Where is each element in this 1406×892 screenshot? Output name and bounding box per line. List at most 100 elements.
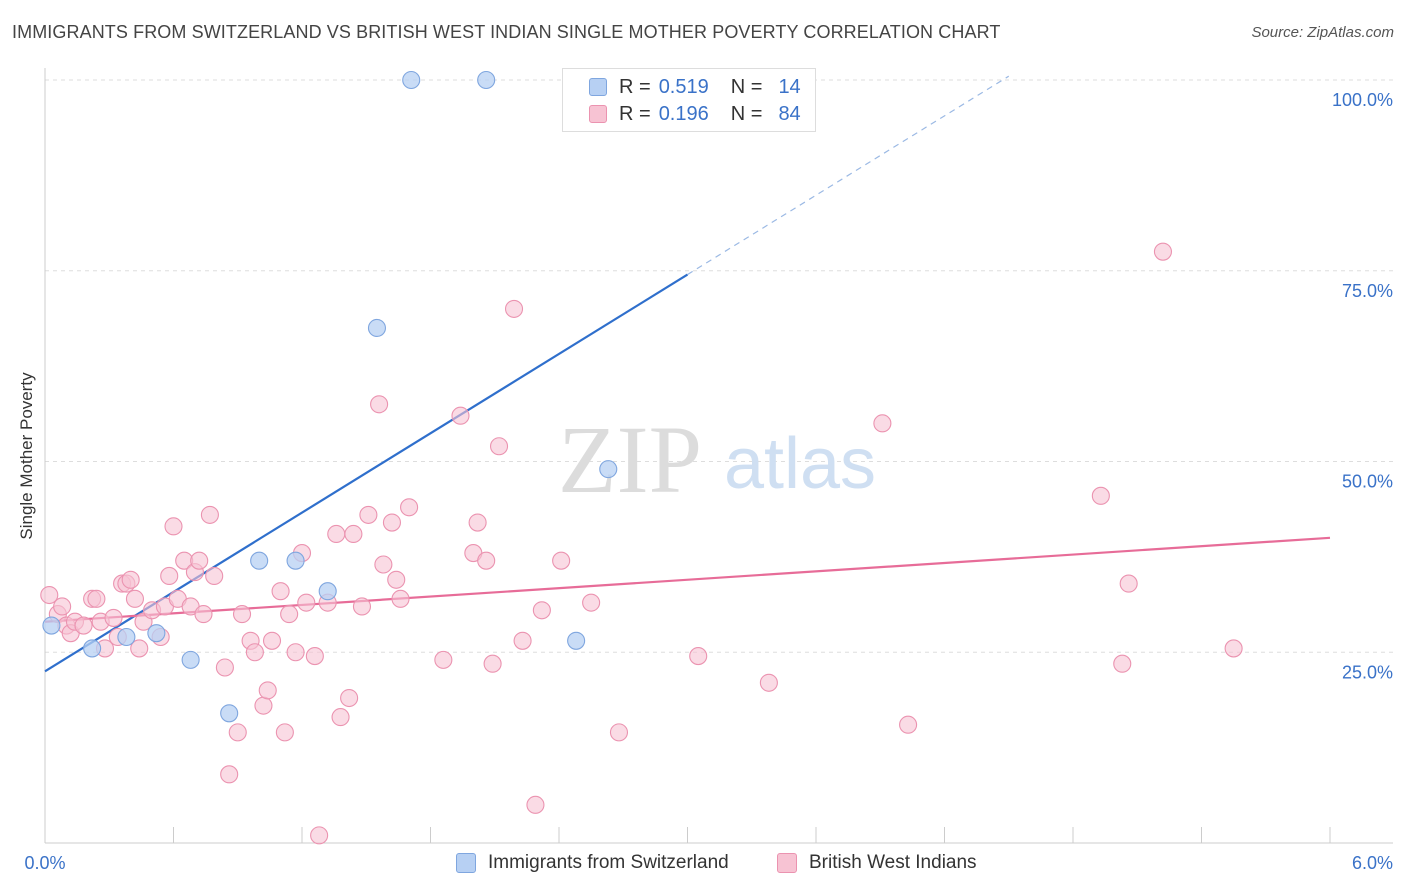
data-point-british-west-indians bbox=[391, 589, 410, 608]
data-point-british-west-indians bbox=[513, 631, 532, 650]
data-point-british-west-indians bbox=[434, 650, 453, 669]
data-point-british-west-indians bbox=[1224, 639, 1243, 658]
data-point-british-west-indians bbox=[164, 517, 183, 536]
data-point-british-west-indians bbox=[370, 395, 389, 414]
data-point-british-west-indians bbox=[74, 616, 93, 635]
legend-swatch-pink bbox=[777, 853, 797, 873]
data-point-british-west-indians bbox=[451, 406, 470, 425]
data-point-british-west-indians bbox=[194, 605, 213, 624]
data-point-switzerland bbox=[477, 70, 496, 90]
chart-title: IMMIGRANTS FROM SWITZERLAND VS BRITISH W… bbox=[12, 22, 1001, 42]
data-point-british-west-indians bbox=[327, 524, 346, 544]
data-point-british-west-indians bbox=[254, 696, 273, 715]
legend-r-value: 0.196 bbox=[658, 102, 709, 125]
legend-r-label: R = bbox=[619, 75, 651, 98]
data-point-switzerland bbox=[286, 551, 305, 570]
source-label: Source: ZipAtlas.com bbox=[1251, 24, 1394, 41]
data-point-british-west-indians bbox=[121, 570, 140, 589]
data-point-british-west-indians bbox=[504, 299, 524, 318]
data-point-british-west-indians bbox=[160, 566, 179, 586]
data-point-british-west-indians bbox=[286, 643, 305, 662]
data-point-british-west-indians bbox=[232, 605, 252, 624]
data-point-british-west-indians bbox=[228, 723, 247, 742]
legend-stats-row-blue: R = 0.519 N = 14 bbox=[589, 75, 801, 99]
data-point-switzerland bbox=[181, 650, 200, 669]
data-point-british-west-indians bbox=[352, 597, 372, 616]
legend-n-label: N = bbox=[730, 102, 763, 125]
data-point-british-west-indians bbox=[280, 605, 299, 624]
data-point-british-west-indians bbox=[873, 414, 892, 433]
data-point-british-west-indians bbox=[87, 589, 106, 608]
data-point-british-west-indians bbox=[689, 647, 708, 666]
grid-lines bbox=[45, 79, 1393, 653]
data-point-british-west-indians bbox=[489, 437, 509, 456]
data-point-switzerland bbox=[599, 460, 618, 479]
data-point-british-west-indians bbox=[130, 639, 149, 658]
x-tick-label: 0.0% bbox=[24, 853, 65, 873]
data-point-british-west-indians bbox=[125, 589, 144, 608]
data-point-british-west-indians bbox=[305, 647, 324, 666]
legend-swatch-blue bbox=[456, 853, 476, 873]
data-point-switzerland bbox=[117, 627, 136, 647]
data-point-british-west-indians bbox=[340, 688, 359, 708]
data-point-british-west-indians bbox=[387, 570, 406, 589]
legend-stats-row-pink: R = 0.196 N = 84 bbox=[589, 102, 801, 126]
trend-line-switzerland-extension bbox=[687, 75, 1010, 276]
data-point-british-west-indians bbox=[262, 631, 282, 650]
x-tick-labels: 0.0% 6.0% bbox=[24, 853, 1393, 873]
data-point-british-west-indians bbox=[552, 551, 571, 570]
y-tick-labels: 25.0% 50.0% 75.0% 100.0% bbox=[1332, 90, 1393, 682]
data-point-british-west-indians bbox=[215, 658, 234, 677]
watermark-zip: ZIP bbox=[558, 406, 702, 513]
data-point-british-west-indians bbox=[359, 505, 378, 524]
data-point-british-west-indians bbox=[400, 498, 419, 517]
data-point-british-west-indians bbox=[200, 505, 219, 524]
y-tick-label: 75.0% bbox=[1342, 281, 1393, 301]
data-point-switzerland bbox=[147, 624, 166, 643]
legend-stats: R = 0.519 N = 14 R = 0.196 N = 84 bbox=[562, 68, 816, 132]
data-point-switzerland bbox=[83, 639, 102, 658]
data-point-british-west-indians bbox=[582, 593, 601, 612]
y-tick-label: 100.0% bbox=[1332, 90, 1393, 110]
data-point-switzerland bbox=[220, 704, 239, 723]
y-tick-label: 25.0% bbox=[1342, 662, 1393, 682]
data-point-british-west-indians bbox=[310, 826, 329, 845]
data-point-switzerland bbox=[318, 582, 337, 601]
data-point-british-west-indians bbox=[477, 551, 496, 570]
data-point-switzerland bbox=[402, 70, 421, 90]
data-point-british-west-indians bbox=[526, 795, 545, 814]
data-point-british-west-indians bbox=[220, 765, 239, 784]
data-point-british-west-indians bbox=[245, 643, 264, 662]
watermark: ZIP atlas bbox=[558, 406, 876, 513]
data-point-british-west-indians bbox=[899, 715, 918, 734]
legend-n-label: N = bbox=[730, 75, 763, 98]
legend-item-switzerland[interactable]: Immigrants from Switzerland bbox=[456, 852, 729, 874]
legend-label-switzerland: Immigrants from Switzerland bbox=[488, 852, 729, 873]
legend-n-value: 84 bbox=[778, 102, 801, 125]
data-point-british-west-indians bbox=[275, 723, 294, 742]
legend-swatch-blue bbox=[589, 78, 607, 96]
data-point-british-west-indians bbox=[331, 708, 350, 727]
data-point-british-west-indians bbox=[205, 566, 224, 586]
data-point-british-west-indians bbox=[1119, 574, 1138, 593]
data-point-british-west-indians bbox=[1113, 654, 1132, 673]
x-tick-label: 6.0% bbox=[1352, 853, 1393, 873]
y-axis-label: Single Mother Poverty bbox=[17, 372, 36, 540]
data-point-british-west-indians bbox=[258, 681, 277, 700]
data-point-british-west-indians bbox=[374, 555, 393, 574]
data-point-british-west-indians bbox=[468, 513, 487, 532]
legend-r-value: 0.519 bbox=[658, 75, 709, 98]
data-point-british-west-indians bbox=[1153, 242, 1172, 261]
data-point-british-west-indians bbox=[40, 585, 59, 605]
legend-n-value: 14 bbox=[778, 75, 801, 98]
legend-item-british-west-indians[interactable]: British West Indians bbox=[777, 852, 977, 874]
data-point-british-west-indians bbox=[382, 513, 402, 532]
trend-line-british-west-indians bbox=[44, 536, 1331, 623]
series-british-west-indians bbox=[40, 242, 1243, 845]
data-point-british-west-indians bbox=[759, 673, 778, 692]
data-point-switzerland bbox=[250, 551, 269, 570]
data-point-british-west-indians bbox=[271, 582, 290, 601]
legend-swatch-pink bbox=[589, 105, 607, 123]
data-point-switzerland bbox=[567, 631, 586, 650]
